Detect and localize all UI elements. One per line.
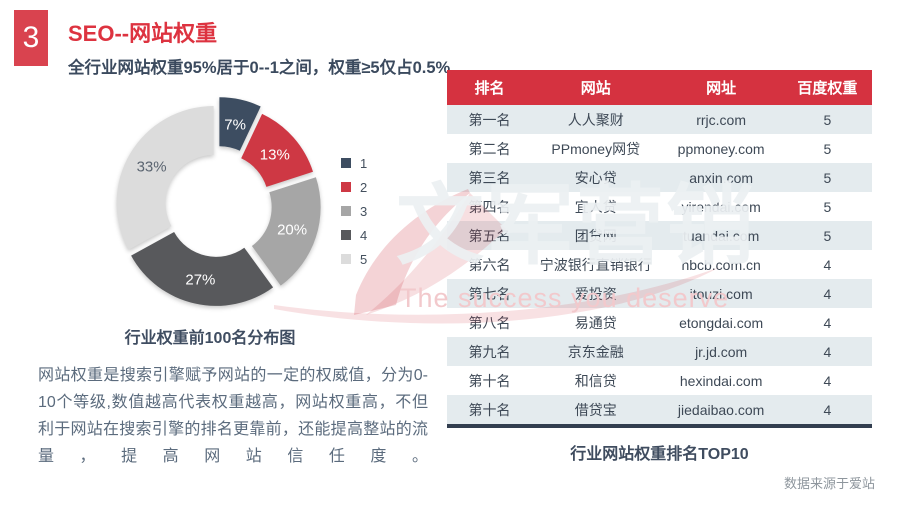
table-cell: 4 — [782, 279, 872, 308]
legend-item: 3 — [341, 199, 367, 223]
donut-segment — [219, 97, 261, 151]
donut-segment — [116, 106, 214, 250]
legend-label: 3 — [360, 203, 368, 219]
donut-segment — [131, 232, 274, 306]
data-source-note: 数据来源于爱站 — [783, 476, 875, 491]
table-row: 第十名 借贷宝 jiedaibao.com 4 — [447, 395, 872, 426]
donut-segment-label: 13% — [260, 146, 290, 163]
legend-swatch-icon — [341, 182, 351, 192]
legend-swatch-icon — [341, 230, 351, 240]
table-cell: 宁波银行直销银行 — [539, 256, 652, 273]
legend-item: 1 — [341, 151, 367, 175]
table-cell: PPmoney网贷 — [551, 140, 641, 157]
table-cell: nbcb.com.cn — [681, 256, 761, 273]
table-cell: 第八名 — [468, 314, 511, 331]
table-cell: 第一名 — [447, 105, 532, 134]
donut-segment — [241, 113, 313, 187]
donut-chart: 7% 13% 20% 27% 33% — [116, 97, 321, 306]
legend-swatch-icon — [341, 254, 351, 264]
table-cell: 5 — [782, 163, 872, 192]
legend-item: 2 — [341, 175, 367, 199]
column-header: 百度权重 — [782, 70, 872, 105]
table-cell: 安心贷 — [532, 163, 660, 192]
table-header-row: 排名 网站 网址 百度权重 — [447, 70, 872, 105]
table-cell: etongdai.com — [679, 314, 764, 331]
ranking-table: 排名 网站 网址 百度权重 第一名 人人聚财 rrjc.com 5 第二名 PPmoney网贷 p… — [447, 70, 872, 428]
table-cell: tuandai.com — [659, 221, 783, 250]
table-row: 第二名 PPmoney网贷 ppmoney.com 5 — [447, 134, 872, 163]
table-row: 第十名 和信贷 hexindai.com 4 — [447, 366, 872, 395]
donut-segment-label: 20% — [277, 222, 307, 239]
table-cell: 4 — [782, 337, 872, 366]
table-row: 第三名 安心贷 anxin.com 5 — [447, 163, 872, 192]
legend-label: 5 — [360, 251, 368, 267]
table-row: 第六名 宁波银行直销银行 nbcb.com.cn 4 — [447, 250, 872, 279]
table-cell: 团贷网 — [532, 221, 660, 250]
legend-label: 1 — [360, 155, 368, 171]
table-row: 第四名 宜人贷 yirendai.com 5 — [447, 192, 872, 221]
table-cell: 宜人贷 — [574, 198, 617, 215]
table-cell: 第五名 — [447, 221, 532, 250]
table-cell: 第七名 — [447, 279, 532, 308]
slide-number: 3 — [22, 21, 40, 54]
table-cell: 爱投资 — [532, 279, 660, 308]
table-cell: jr.jd.com — [659, 337, 783, 366]
legend-label: 4 — [360, 227, 368, 243]
table-cell: yirendai.com — [681, 198, 761, 215]
table-cell: 第六名 — [468, 256, 511, 273]
table-cell: 5 — [823, 198, 832, 215]
table-row: 第九名 京东金融 jr.jd.com 4 — [447, 337, 872, 366]
table-cell: 第十名 — [468, 372, 511, 389]
donut-segment-label: 33% — [137, 159, 167, 176]
ranking-table-grid: 排名 网站 网址 百度权重 第一名 人人聚财 rrjc.com 5 第二名 PPmoney网贷 p… — [447, 70, 872, 428]
column-header: 网址 — [659, 70, 783, 105]
table-cell: jiedaibao.com — [659, 395, 783, 426]
chart-caption: 行业权重前100名分布图 — [124, 330, 296, 347]
column-header: 网站 — [532, 70, 660, 105]
table-cell: rrjc.com — [659, 105, 783, 134]
body-text: 网站权重是搜索引擎赋予网站的一定的权威值，分为0-10个等级,数值越高代表权重越… — [38, 367, 428, 465]
table-row: 第五名 团贷网 tuandai.com 5 — [447, 221, 872, 250]
donut-segment-label: 7% — [224, 116, 246, 133]
table-cell: 第二名 — [468, 140, 511, 157]
table-cell: 人人聚财 — [532, 105, 660, 134]
table-cell: 京东金融 — [532, 337, 660, 366]
table-cell: 4 — [823, 314, 832, 331]
table-cell: 借贷宝 — [532, 395, 660, 426]
slide-number-badge: 3 — [14, 10, 48, 66]
table-cell: 第九名 — [447, 337, 532, 366]
table-cell: 4 — [782, 395, 872, 426]
table-row: 第七名 爱投资 itouzi.com 4 — [447, 279, 872, 308]
table-cell: 第十名 — [447, 395, 532, 426]
table-cell: 第三名 — [447, 163, 532, 192]
table-cell: 5 — [782, 105, 872, 134]
table-cell: ppmoney.com — [677, 140, 765, 157]
table-cell: 4 — [823, 372, 832, 389]
table-cell: hexindai.com — [679, 372, 763, 389]
table-cell: 易通贷 — [574, 314, 617, 331]
legend-swatch-icon — [341, 158, 351, 168]
slide-subtitle: 全行业网站权重95%居于0--1之间，权重≥5仅占0.5% — [68, 59, 451, 77]
legend-label: 2 — [360, 179, 368, 195]
table-cell: 和信贷 — [574, 372, 617, 389]
table-cell: 4 — [823, 256, 832, 273]
table-cell: 5 — [823, 140, 832, 157]
table-cell: 5 — [782, 221, 872, 250]
table-cell: 第四名 — [468, 198, 511, 215]
legend-item: 4 — [341, 223, 367, 247]
table-caption: 行业网站权重排名TOP10 — [570, 446, 749, 463]
chart-legend: 1 2 3 4 5 — [341, 151, 367, 271]
table-cell: itouzi.com — [659, 279, 783, 308]
donut-segment — [251, 177, 321, 286]
legend-item: 5 — [341, 247, 367, 271]
table-row: 第一名 人人聚财 rrjc.com 5 — [447, 105, 872, 134]
legend-swatch-icon — [341, 206, 351, 216]
table-row: 第八名 易通贷 etongdai.com 4 — [447, 308, 872, 337]
table-cell: anxin.com — [659, 163, 783, 192]
page-title: SEO--网站权重 — [68, 21, 218, 46]
donut-segment-label: 27% — [185, 271, 215, 288]
column-header: 排名 — [447, 70, 532, 105]
